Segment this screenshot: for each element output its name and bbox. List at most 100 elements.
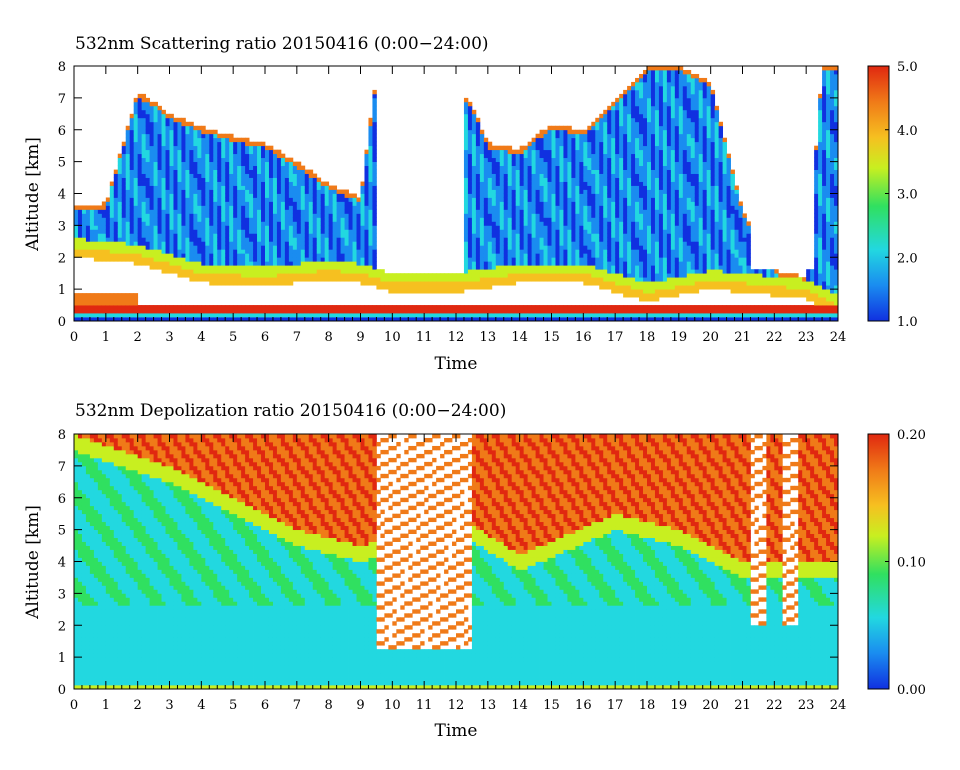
heatmap-cell bbox=[483, 177, 489, 182]
heatmap-cell bbox=[627, 285, 632, 290]
heatmap-cell bbox=[372, 221, 377, 226]
heatmap-cell bbox=[229, 181, 234, 186]
heatmap-cell bbox=[209, 253, 214, 258]
heatmap-cell bbox=[599, 241, 604, 246]
heatmap-cell bbox=[635, 241, 640, 246]
heatmap-cell bbox=[372, 113, 377, 119]
heatmap-cell bbox=[591, 181, 596, 186]
heatmap-cell bbox=[463, 145, 469, 151]
heatmap-cell bbox=[571, 149, 576, 155]
heatmap-cell bbox=[169, 197, 174, 202]
heatmap-cell bbox=[368, 117, 373, 123]
heatmap-cell bbox=[217, 269, 222, 274]
heatmap-cell bbox=[495, 181, 501, 186]
heatmap-cell bbox=[233, 273, 238, 278]
heatmap-cell bbox=[241, 213, 246, 218]
heatmap-cell bbox=[471, 281, 477, 286]
heatmap-cell bbox=[539, 237, 544, 242]
heatmap-cell bbox=[635, 89, 640, 95]
heatmap-cell bbox=[603, 225, 608, 230]
heatmap-cell bbox=[324, 261, 330, 266]
heatmap-cell bbox=[563, 261, 568, 266]
heatmap-cell bbox=[627, 153, 632, 159]
heatmap-cell bbox=[85, 309, 91, 314]
heatmap-cell bbox=[193, 217, 198, 222]
heatmap-cell bbox=[261, 225, 266, 230]
heatmap-cell bbox=[177, 193, 182, 198]
heatmap-cell bbox=[193, 305, 198, 310]
heatmap-cell bbox=[571, 213, 576, 218]
heatmap-cell bbox=[253, 173, 258, 178]
heatmap-cell bbox=[471, 237, 477, 242]
heatmap-cell bbox=[623, 109, 628, 115]
heatmap-cell bbox=[591, 149, 596, 155]
heatmap-cell bbox=[467, 105, 473, 111]
heatmap-cell bbox=[639, 97, 644, 103]
heatmap-cell bbox=[571, 201, 576, 206]
heatmap-cell bbox=[213, 201, 218, 206]
heatmap-cell bbox=[487, 237, 493, 242]
heatmap-cell bbox=[129, 229, 135, 234]
heatmap-cell bbox=[237, 277, 242, 282]
heatmap-cell bbox=[559, 201, 564, 206]
heatmap-cell bbox=[623, 181, 628, 186]
heatmap-cell bbox=[376, 305, 381, 310]
heatmap-cell bbox=[169, 125, 174, 131]
heatmap-cell bbox=[165, 245, 170, 250]
heatmap-cell bbox=[145, 117, 151, 123]
heatmap-cell bbox=[225, 197, 230, 202]
heatmap-cell bbox=[177, 257, 182, 262]
heatmap-cell bbox=[515, 305, 521, 310]
heatmap-cell bbox=[639, 269, 644, 274]
heatmap-cell bbox=[583, 253, 588, 258]
heatmap-cell bbox=[527, 277, 533, 282]
heatmap-cell bbox=[316, 213, 322, 218]
heatmap-cell bbox=[619, 213, 624, 218]
heatmap-cell bbox=[551, 165, 556, 170]
heatmap-cell bbox=[364, 201, 369, 206]
heatmap-cell bbox=[623, 113, 628, 119]
heatmap-cell bbox=[288, 269, 294, 274]
heatmap-cell bbox=[201, 193, 206, 198]
heatmap-cell bbox=[113, 205, 119, 210]
heatmap-cell bbox=[463, 225, 469, 230]
heatmap-cell bbox=[300, 225, 306, 230]
heatmap-cell bbox=[320, 193, 326, 198]
heatmap-cell bbox=[591, 161, 596, 167]
heatmap-cell bbox=[619, 105, 624, 111]
heatmap-cell bbox=[535, 309, 540, 314]
heatmap-cell bbox=[555, 233, 560, 238]
heatmap-cell bbox=[515, 177, 521, 182]
heatmap-cell bbox=[145, 305, 151, 310]
heatmap-cell bbox=[587, 213, 592, 218]
heatmap-cell bbox=[360, 269, 365, 274]
heatmap-cell bbox=[531, 221, 536, 226]
heatmap-cell bbox=[587, 269, 592, 274]
heatmap-cell bbox=[205, 245, 210, 250]
heatmap-cell bbox=[312, 189, 318, 194]
heatmap-cell bbox=[197, 205, 202, 210]
heatmap-cell bbox=[201, 189, 206, 194]
heatmap-cell bbox=[463, 313, 469, 318]
heatmap-cell bbox=[587, 261, 592, 266]
heatmap-cell bbox=[249, 261, 254, 266]
heatmap-cell bbox=[185, 121, 190, 127]
heatmap-cell bbox=[360, 201, 365, 206]
heatmap-cell bbox=[627, 269, 632, 274]
heatmap-cell bbox=[619, 225, 624, 230]
heatmap-cell bbox=[153, 133, 158, 139]
heatmap-cell bbox=[280, 313, 286, 318]
heatmap-cell bbox=[479, 309, 485, 314]
heatmap-cell bbox=[559, 193, 564, 198]
heatmap-cell bbox=[615, 225, 620, 230]
heatmap-cell bbox=[312, 249, 318, 254]
heatmap-cell bbox=[595, 141, 600, 147]
heatmap-cell bbox=[348, 229, 353, 234]
heatmap-cell bbox=[587, 197, 592, 202]
heatmap-cell bbox=[495, 165, 501, 170]
heatmap-cell bbox=[276, 221, 282, 226]
heatmap-cell bbox=[153, 245, 158, 250]
heatmap-cell bbox=[531, 317, 536, 322]
heatmap-cell bbox=[527, 225, 533, 230]
heatmap-cell bbox=[268, 253, 274, 258]
